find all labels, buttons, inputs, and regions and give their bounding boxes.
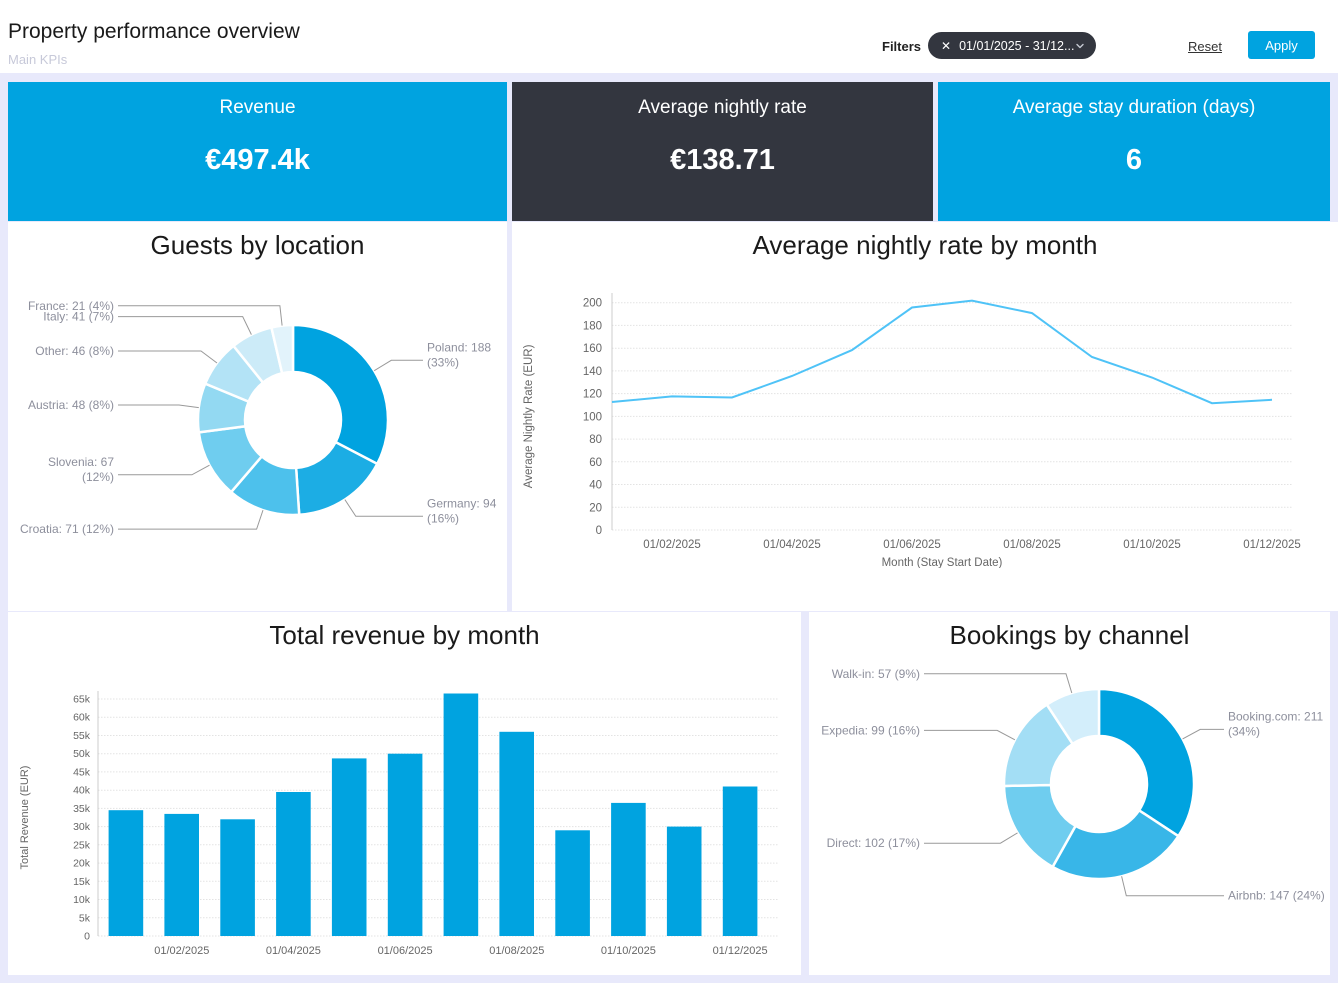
- svg-text:Booking.com: 211: Booking.com: 211: [1228, 709, 1323, 723]
- svg-text:01/06/2025: 01/06/2025: [378, 945, 433, 957]
- svg-text:Average Nightly Rate (EUR): Average Nightly Rate (EUR): [523, 344, 535, 488]
- svg-text:80: 80: [589, 434, 602, 446]
- svg-text:Other: 46 (8%): Other: 46 (8%): [35, 344, 114, 358]
- svg-text:25k: 25k: [73, 839, 91, 851]
- svg-text:20k: 20k: [73, 858, 91, 870]
- svg-text:5k: 5k: [79, 912, 91, 924]
- svg-text:160: 160: [583, 343, 602, 355]
- svg-text:France: 21 (4%): France: 21 (4%): [28, 299, 114, 313]
- svg-text:45k: 45k: [73, 766, 91, 778]
- svg-text:01/10/2025: 01/10/2025: [601, 945, 656, 957]
- svg-text:60: 60: [589, 457, 602, 469]
- svg-text:(16%): (16%): [427, 511, 459, 525]
- svg-text:01/04/2025: 01/04/2025: [763, 539, 821, 551]
- svg-text:01/12/2025: 01/12/2025: [713, 945, 768, 957]
- svg-text:01/02/2025: 01/02/2025: [643, 539, 701, 551]
- svg-text:Walk-in: 57 (9%): Walk-in: 57 (9%): [832, 667, 920, 681]
- svg-text:0: 0: [596, 525, 602, 537]
- svg-text:(34%): (34%): [1228, 724, 1260, 738]
- svg-text:100: 100: [583, 411, 602, 423]
- svg-text:140: 140: [583, 366, 602, 378]
- svg-text:30k: 30k: [73, 821, 91, 833]
- svg-text:01/02/2025: 01/02/2025: [154, 945, 209, 957]
- svg-text:35k: 35k: [73, 803, 91, 815]
- svg-text:Airbnb: 147 (24%): Airbnb: 147 (24%): [1228, 889, 1325, 903]
- svg-text:Germany: 94: Germany: 94: [427, 496, 497, 510]
- svg-text:01/04/2025: 01/04/2025: [266, 945, 321, 957]
- svg-text:Month (Stay Start Date): Month (Stay Start Date): [882, 557, 1003, 568]
- svg-text:40k: 40k: [73, 785, 91, 797]
- svg-text:01/12/2025: 01/12/2025: [1243, 539, 1301, 551]
- svg-text:0: 0: [84, 931, 90, 943]
- svg-text:(33%): (33%): [427, 355, 459, 369]
- svg-text:Poland: 188: Poland: 188: [427, 340, 491, 354]
- svg-text:50k: 50k: [73, 748, 91, 760]
- svg-text:Total Revenue (EUR): Total Revenue (EUR): [19, 766, 31, 870]
- svg-text:Expedia: 99 (16%): Expedia: 99 (16%): [821, 723, 920, 737]
- svg-text:65k: 65k: [73, 694, 91, 706]
- svg-text:01/06/2025: 01/06/2025: [883, 539, 941, 551]
- svg-text:55k: 55k: [73, 730, 91, 742]
- svg-text:10k: 10k: [73, 894, 91, 906]
- svg-text:120: 120: [583, 389, 602, 401]
- svg-text:Slovenia: 67: Slovenia: 67: [48, 455, 114, 469]
- svg-text:15k: 15k: [73, 876, 91, 888]
- svg-text:Croatia: 71 (12%): Croatia: 71 (12%): [20, 522, 114, 536]
- svg-text:01/08/2025: 01/08/2025: [1003, 539, 1061, 551]
- svg-text:(12%): (12%): [82, 470, 114, 484]
- svg-text:200: 200: [583, 298, 602, 310]
- svg-text:60k: 60k: [73, 712, 91, 724]
- svg-text:40: 40: [589, 480, 602, 492]
- svg-text:01/08/2025: 01/08/2025: [489, 945, 544, 957]
- svg-text:Direct: 102 (17%): Direct: 102 (17%): [827, 836, 920, 850]
- svg-text:20: 20: [589, 502, 602, 514]
- svg-text:01/10/2025: 01/10/2025: [1123, 539, 1181, 551]
- svg-text:Austria: 48 (8%): Austria: 48 (8%): [28, 398, 114, 412]
- svg-text:180: 180: [583, 320, 602, 332]
